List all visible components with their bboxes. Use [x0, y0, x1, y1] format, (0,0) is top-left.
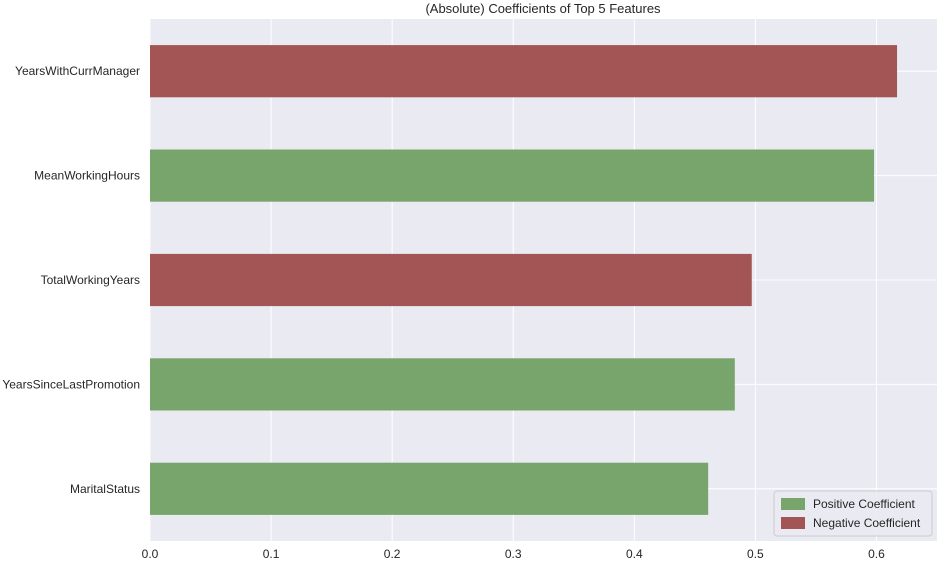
x-tick-label: 0.3 [505, 547, 522, 561]
legend-swatch-positive [781, 498, 805, 510]
y-tick-label: TotalWorkingYears [41, 273, 140, 287]
x-tick-label: 0.4 [626, 547, 643, 561]
x-tick-label: 0.2 [384, 547, 401, 561]
x-tick-label: 0.6 [868, 547, 885, 561]
bar-totalworkingyears [150, 253, 752, 307]
y-tick-label: MaritalStatus [70, 482, 140, 496]
legend-label-negative: Negative Coefficient [813, 516, 921, 530]
legend-box [773, 490, 933, 537]
legend-swatch-negative [781, 517, 805, 529]
category-labels: YearsWithCurrManager MeanWorkingHours Tota… [2, 64, 140, 496]
legend-label-positive: Positive Coefficient [813, 497, 915, 511]
chart-title: (Absolute) Coefficients of Top 5 Feature… [425, 1, 661, 16]
y-tick-label: MeanWorkingHours [34, 169, 140, 183]
bar-yearssincelastpromotion [150, 358, 735, 411]
bar-meanworkinghours [150, 149, 875, 202]
x-tick-label: 0.0 [142, 547, 159, 561]
legend: Positive Coefficient Negative Coefficien… [773, 490, 933, 537]
y-tick-label: YearsWithCurrManager [15, 64, 140, 78]
bar-maritalstatus [150, 462, 709, 515]
bar-yearswithcurrmanager [150, 45, 898, 98]
y-tick-label: YearsSinceLastPromotion [2, 377, 140, 391]
x-tick-label: 0.1 [263, 547, 280, 561]
x-tick-labels: 0.0 0.1 0.2 0.3 0.4 0.5 0.6 [142, 547, 885, 561]
bars [150, 45, 898, 515]
x-tick-label: 0.5 [747, 547, 764, 561]
